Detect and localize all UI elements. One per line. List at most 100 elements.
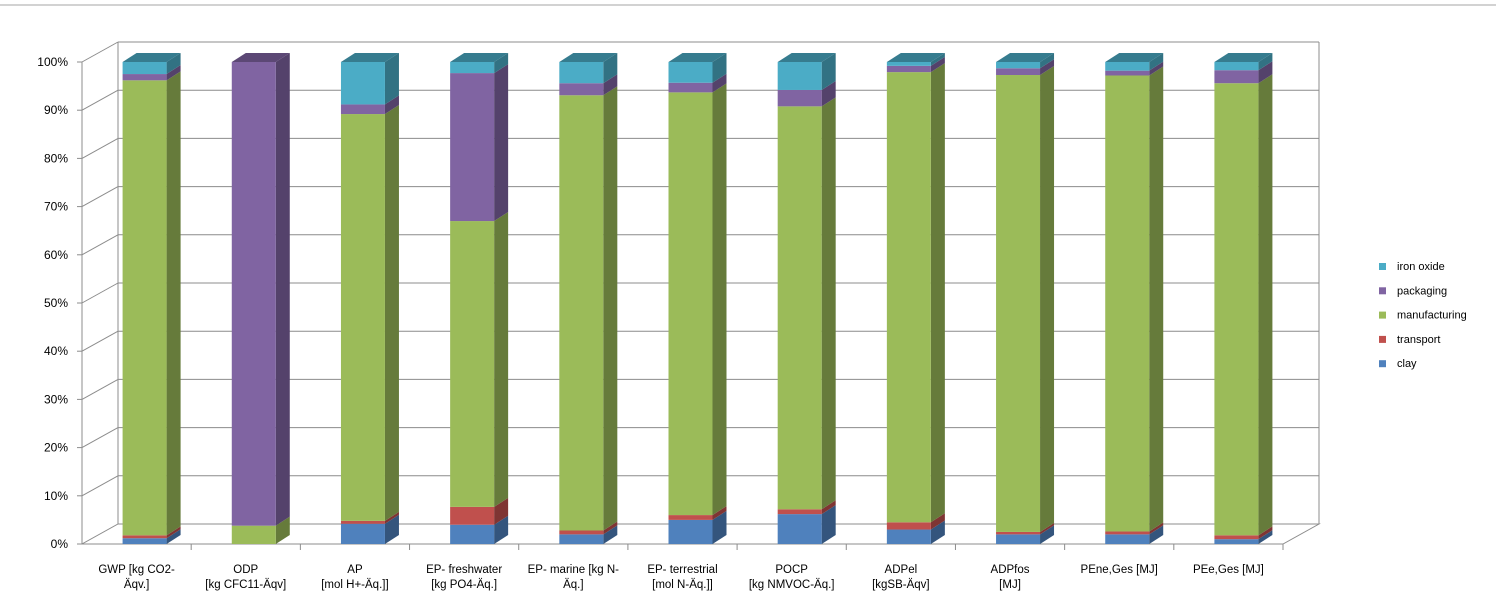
bar-manufacturing-front	[231, 525, 276, 544]
gridline-side	[81, 475, 119, 497]
legend-label: manufacturing	[1397, 310, 1467, 322]
bar-iron-oxide-side	[1258, 53, 1273, 71]
gridline-side	[81, 41, 119, 63]
bar-manufacturing-front	[996, 75, 1041, 532]
bar-iron-oxide-side	[1040, 53, 1055, 69]
bar-transport-front	[1105, 531, 1150, 535]
bar-clay-side	[712, 510, 727, 544]
bar-manufacturing-side	[1040, 66, 1055, 532]
gridline-side	[81, 137, 119, 159]
bar-iron-oxide-front	[450, 62, 495, 74]
bar-clay-front	[1105, 534, 1150, 544]
bar-manufacturing-side	[166, 71, 181, 536]
x-tick-label: [kgSB-Äqv]	[872, 579, 930, 591]
bar-packaging-front	[1214, 70, 1259, 84]
bar-clay-side	[603, 525, 618, 544]
x-tick-label: ADPfos	[991, 564, 1030, 576]
y-tick-label: 40%	[44, 344, 68, 358]
bar-transport-side	[494, 497, 509, 525]
y-tick-label: 100%	[37, 55, 68, 69]
gridline-side	[81, 427, 119, 449]
bar-iron-oxide-front	[122, 62, 167, 75]
bar-stack	[1105, 53, 1164, 544]
bar-transport-side	[384, 511, 399, 524]
legend-swatch	[1379, 287, 1386, 295]
bar-transport-front	[1214, 535, 1259, 540]
bar-manufacturing-front	[668, 92, 713, 516]
bar-manufacturing-side	[1149, 66, 1164, 532]
bar-iron-oxide-side	[384, 53, 399, 105]
legend-swatch	[1379, 335, 1386, 343]
bar-clay-side	[1149, 525, 1164, 544]
legend-label: clay	[1397, 358, 1417, 370]
legend-swatch	[1379, 263, 1386, 270]
bar-iron-oxide-front	[668, 62, 713, 83]
bar-transport-front	[122, 535, 167, 539]
bar-iron-oxide-top	[1105, 53, 1164, 62]
x-tick-label: [kg CFC11-Äqv]	[205, 579, 286, 591]
bar-iron-oxide-side	[166, 53, 181, 75]
bar-clay-front	[559, 534, 604, 544]
bar-manufacturing-front	[886, 72, 931, 523]
bar-clay-side	[930, 520, 945, 544]
bar-clay-front	[340, 523, 385, 544]
bar-iron-oxide-front	[340, 62, 385, 105]
bar-iron-oxide-top	[668, 53, 727, 62]
bar-manufacturing-side	[712, 83, 727, 516]
legend-swatch	[1379, 311, 1386, 319]
bar-iron-oxide-top	[450, 53, 509, 62]
y-tick-label: 90%	[44, 103, 68, 117]
gridline-side	[81, 378, 119, 400]
x-tick-label: PEe,Ges [MJ]	[1193, 564, 1264, 576]
bar-iron-oxide-top	[559, 53, 618, 62]
legend-label: transport	[1397, 334, 1440, 346]
bar-packaging-side	[603, 74, 618, 96]
legend-label: iron oxide	[1397, 261, 1445, 273]
bar-packaging-front	[777, 89, 822, 107]
bar-packaging-front	[996, 68, 1041, 76]
bar-iron-oxide-side	[930, 53, 945, 66]
bar-iron-oxide-top	[777, 53, 836, 62]
x-tick-label: [mol H+-Äq.]]	[321, 579, 388, 591]
bar-packaging-side	[494, 64, 509, 222]
gridline-side	[81, 282, 119, 304]
x-tick-label: PEne,Ges [MJ]	[1081, 564, 1158, 576]
bar-clay-front	[450, 524, 495, 544]
bar-iron-oxide-side	[712, 53, 727, 83]
x-tick-label: ODP	[233, 564, 258, 576]
bar-stack	[122, 53, 181, 544]
bar-packaging-front	[559, 83, 604, 96]
bar-stack	[996, 53, 1055, 544]
bar-iron-oxide-front	[1105, 62, 1150, 71]
bar-packaging-side	[275, 53, 290, 526]
bar-stack	[340, 53, 399, 544]
bar-iron-oxide-top	[996, 53, 1055, 62]
bar-iron-oxide-side	[494, 53, 509, 74]
bar-manufacturing-side	[494, 212, 509, 507]
gridline-side	[81, 234, 119, 256]
y-tick-label: 50%	[44, 296, 68, 310]
x-tick-label: EP- freshwater	[426, 564, 502, 576]
bar-packaging-front	[886, 65, 931, 73]
bar-manufacturing-front	[122, 80, 167, 536]
bar-manufacturing-front	[340, 114, 385, 521]
bar-packaging-front	[340, 104, 385, 115]
bar-packaging-front	[668, 82, 713, 93]
gridline-side	[81, 89, 119, 111]
x-tick-label: [mol N-Äq.]]	[652, 579, 713, 591]
bar-manufacturing-side	[384, 105, 399, 521]
legend-swatch	[1379, 360, 1386, 368]
bar-iron-oxide-front	[996, 62, 1041, 69]
x-tick-label: [kg NMVOC-Äq.]	[749, 579, 835, 591]
bar-clay-side	[1258, 530, 1273, 544]
x-tick-label: POCP	[775, 564, 808, 576]
y-tick-label: 60%	[44, 248, 68, 262]
x-tick-label: Äq.]	[563, 579, 583, 591]
bar-stack	[231, 53, 290, 544]
x-tick-label: EP- marine [kg N-	[528, 564, 620, 576]
bar-manufacturing-side	[603, 86, 618, 531]
bar-packaging-side	[1040, 59, 1055, 76]
y-tick-label: 0%	[51, 537, 69, 551]
bar-stack	[668, 53, 727, 544]
bar-packaging-front	[1105, 70, 1150, 76]
